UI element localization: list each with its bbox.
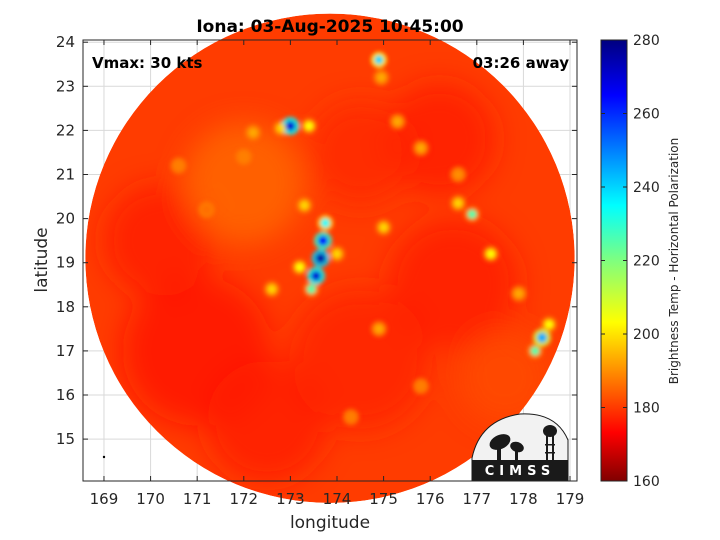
swath-patch — [206, 360, 328, 483]
logo-tower-icon — [543, 425, 557, 460]
x-tick-label: 169 — [90, 490, 119, 508]
colorbar-tick-label: 220 — [633, 254, 660, 270]
feature-core — [453, 198, 463, 208]
feature-core — [416, 381, 426, 391]
feature-core — [248, 128, 258, 138]
y-tick-label: 16 — [56, 386, 75, 404]
feature-core — [311, 270, 322, 281]
feature-core — [514, 289, 524, 299]
feature-core — [346, 412, 356, 422]
swath-patch — [103, 184, 216, 297]
colorbar: 160 180 200 220 240 260 280 Brightness Temp - … — [600, 33, 681, 490]
feature-core — [239, 152, 249, 162]
logo-band — [472, 460, 568, 480]
colorbar-tick-label: 200 — [633, 327, 660, 343]
swath-patch — [290, 289, 431, 430]
x-tick-label: 175 — [369, 490, 398, 508]
feature-core — [544, 319, 554, 329]
x-tick-label: 174 — [323, 490, 352, 508]
colorbar-label: Brightness Temp - Horizontal Polarizatio… — [667, 138, 681, 385]
convection-features — [170, 51, 558, 426]
y-tick-label: 23 — [56, 77, 75, 95]
y-axis: 15 16 17 18 19 20 21 22 23 24 — [56, 33, 577, 448]
feature-core — [376, 72, 386, 82]
colorbar-tick-label: 260 — [633, 107, 660, 123]
x-tick-label: 176 — [416, 490, 445, 508]
feature-core — [299, 200, 309, 210]
y-tick-label: 17 — [56, 342, 75, 360]
x-tick-label: 177 — [462, 490, 491, 508]
swath — [85, 13, 575, 503]
y-tick-label: 19 — [56, 254, 75, 272]
y-axis-label: latitude — [32, 227, 52, 292]
logo-text: CIMSS — [485, 464, 555, 479]
feature-core — [374, 55, 384, 65]
x-tick-label: 172 — [229, 490, 258, 508]
x-tick-label: 179 — [556, 490, 585, 508]
feature-core — [202, 205, 211, 215]
colorbar-ticks: 160 180 200 220 240 260 280 — [601, 33, 660, 490]
feature-core — [393, 117, 403, 127]
feature-core — [379, 222, 389, 232]
feature-core — [267, 284, 277, 294]
feature-core — [318, 235, 329, 246]
feature-core — [530, 346, 540, 356]
y-tick-label: 20 — [56, 210, 75, 228]
feature-core — [304, 121, 314, 131]
y-tick-label: 15 — [56, 430, 75, 448]
x-tick-label: 173 — [276, 490, 305, 508]
x-tick-label: 171 — [183, 490, 212, 508]
time-away-annotation: 03:26 away — [473, 54, 570, 72]
feature-core — [276, 123, 286, 133]
x-tick-label: 170 — [136, 490, 165, 508]
stray-pixel — [102, 455, 106, 459]
chart-title: Iona: 03-Aug-2025 10:45:00 — [196, 17, 463, 37]
feature-core — [320, 218, 330, 228]
vmax-annotation: Vmax: 30 kts — [92, 54, 202, 72]
swath-patch — [309, 101, 412, 204]
logo-dish-icon — [489, 434, 524, 460]
feature-core — [332, 249, 342, 259]
feature-core — [467, 209, 477, 219]
x-axis: 169 170 171 172 173 174 175 176 177 178 179 — [90, 40, 585, 508]
feature-core — [295, 262, 305, 272]
feature-core — [374, 324, 384, 334]
colorbar-tick-label: 240 — [633, 180, 660, 196]
cimss-logo: CIMSS — [471, 413, 569, 481]
y-tick-label: 18 — [56, 298, 75, 316]
feature-core — [416, 143, 426, 153]
swath-patch — [183, 122, 305, 244]
feature-core — [537, 332, 548, 343]
x-tick-label: 178 — [509, 490, 538, 508]
feature-core — [285, 120, 296, 131]
plot-frame — [82, 39, 578, 482]
colorbar-tick-label: 180 — [633, 401, 660, 417]
feature-core — [174, 161, 184, 171]
colorbar-tick-label: 160 — [633, 474, 660, 490]
feature-core — [486, 249, 496, 259]
y-tick-label: 24 — [56, 33, 75, 51]
swath-patch — [383, 83, 496, 196]
x-axis-label: longitude — [290, 513, 370, 533]
y-tick-label: 22 — [56, 121, 75, 139]
colorbar-tick-label: 280 — [633, 33, 660, 49]
feature-core — [306, 284, 316, 294]
feature-core — [315, 253, 326, 264]
feature-core — [453, 170, 463, 180]
y-tick-label: 21 — [56, 166, 75, 184]
